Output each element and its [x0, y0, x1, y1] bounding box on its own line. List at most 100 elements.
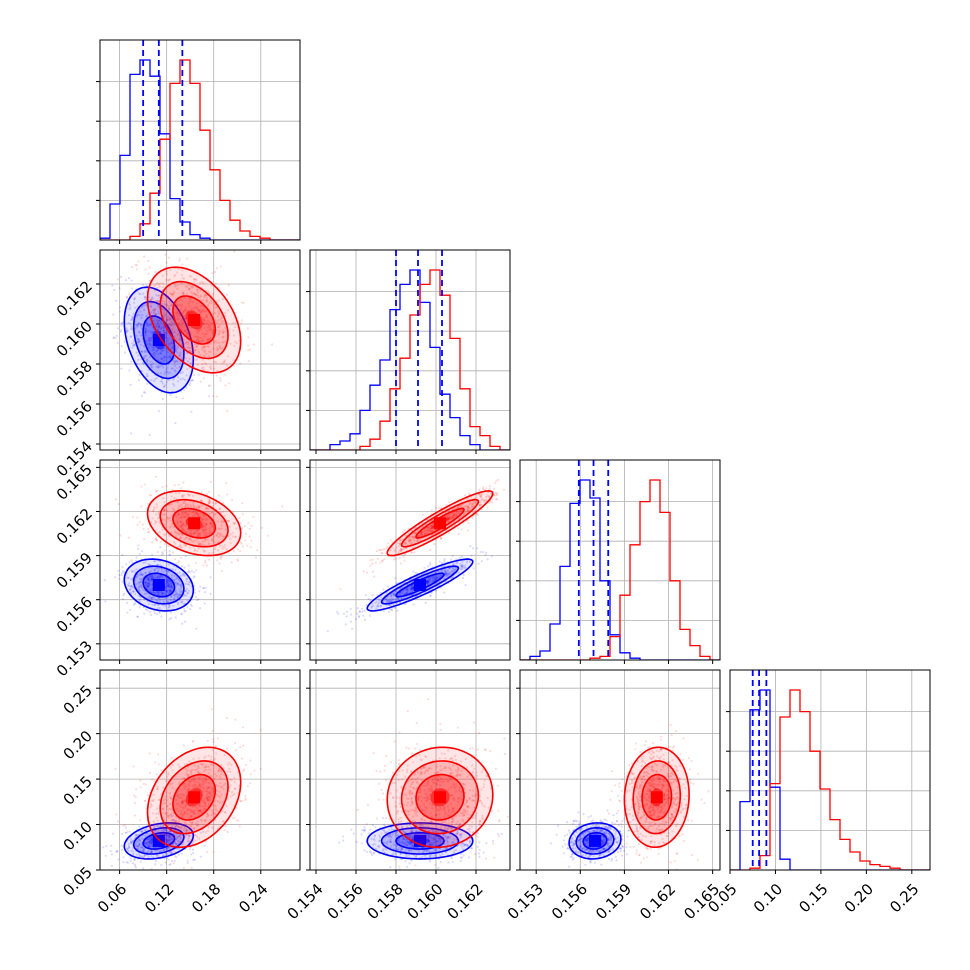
y-tick-label: 0.25	[60, 681, 96, 717]
x-tick-label: 0.153	[504, 880, 547, 923]
contour-b	[400, 760, 480, 835]
density-peak-b	[188, 517, 201, 530]
contour-b	[641, 773, 673, 821]
contour-a	[575, 826, 615, 855]
density-peak-b	[434, 517, 446, 530]
contour-b	[623, 746, 690, 848]
x-tick-label: 0.158	[364, 880, 407, 923]
panel-frame	[519, 669, 721, 871]
contour-b	[172, 295, 217, 345]
hist-panel-0	[96, 39, 301, 244]
contour-a	[582, 831, 608, 850]
contour-b	[159, 760, 229, 835]
panel-frame	[309, 669, 511, 871]
density-peak-b	[188, 314, 201, 326]
contour-a	[366, 558, 474, 612]
hist-series-a	[730, 689, 930, 870]
contour-b	[415, 773, 465, 821]
contour-b	[159, 498, 229, 548]
y-tick-label: 0.15	[60, 772, 96, 808]
density-peak-b	[650, 791, 663, 804]
contour-b	[172, 773, 217, 821]
pair-panel-2-1	[306, 459, 511, 664]
x-tick-label: 0.162	[444, 880, 487, 923]
contour-a	[395, 572, 445, 598]
x-tick-label: 0.12	[141, 880, 177, 916]
contour-b	[386, 490, 494, 557]
hist-panel-1	[306, 249, 511, 454]
contour-a	[568, 822, 622, 860]
x-tick-label: 0.156	[548, 880, 591, 923]
x-tick-label: 0.15	[795, 880, 831, 916]
density-peak-b	[188, 791, 201, 804]
hist-series-b	[310, 269, 510, 450]
y-tick-label: 0.10	[60, 818, 96, 854]
hist-panel-3	[726, 669, 931, 874]
panel-frame	[99, 249, 301, 451]
contour-a	[380, 565, 460, 605]
panel-frame	[99, 669, 301, 871]
y-tick-label: 0.156	[53, 397, 96, 440]
density-peak-a	[589, 834, 601, 847]
contour-b	[632, 760, 682, 835]
contour-a	[142, 572, 176, 598]
hist-series-b	[520, 479, 720, 660]
contour-a	[366, 822, 474, 860]
pair-panel-3-0	[96, 669, 301, 874]
contour-b	[172, 507, 217, 539]
x-tick-label: 0.25	[886, 880, 922, 916]
hist-panel-2	[516, 459, 721, 664]
x-tick-label: 0.18	[188, 880, 224, 916]
contour-a	[123, 822, 195, 860]
contour-a	[142, 315, 176, 365]
y-tick-label: 0.20	[60, 727, 96, 763]
contour-b	[159, 280, 229, 360]
contour-b	[400, 498, 480, 548]
contour-a	[132, 827, 185, 855]
hist-series-b	[730, 689, 930, 870]
y-tick-label: 0.159	[53, 549, 96, 592]
contour-a	[132, 300, 185, 380]
y-tick-label: 0.05	[60, 863, 96, 899]
contour-b	[146, 746, 242, 848]
x-tick-label: 0.159	[592, 880, 635, 923]
x-tick-label: 0.156	[324, 880, 367, 923]
contour-a	[132, 565, 185, 605]
contour-a	[123, 558, 195, 612]
density-peak-a	[152, 579, 165, 591]
density-peak-a	[152, 334, 165, 346]
density-peak-b	[434, 791, 446, 804]
y-tick-label: 0.160	[53, 317, 96, 360]
density-peak-a	[152, 834, 165, 847]
hist-series-a	[100, 59, 300, 240]
panel-frame	[309, 459, 511, 661]
contour-a	[380, 826, 460, 855]
pair-panel-3-2	[516, 669, 721, 874]
pair-panel-1-0	[96, 249, 301, 454]
pair-panel-2-0	[96, 459, 301, 664]
y-tick-label: 0.153	[53, 637, 96, 680]
x-tick-label: 0.160	[404, 880, 447, 923]
panel-frame	[99, 39, 301, 241]
contour-b	[146, 490, 242, 557]
contour-b	[415, 507, 465, 539]
x-tick-label: 0.162	[636, 880, 679, 923]
scatter-b	[356, 698, 509, 870]
contour-a	[123, 286, 195, 394]
x-tick-label: 0.06	[94, 880, 130, 916]
y-tick-label: 0.162	[53, 277, 96, 320]
scatter-b	[114, 708, 262, 870]
x-tick-label: 0.20	[841, 880, 877, 916]
x-tick-label: 0.10	[750, 880, 786, 916]
hist-series-a	[310, 269, 510, 450]
contour-b	[386, 746, 494, 848]
contour-b	[146, 266, 242, 374]
panel-frame	[729, 669, 931, 871]
hist-series-a	[520, 479, 720, 660]
panel-frame	[309, 249, 511, 451]
hist-series-b	[100, 59, 300, 240]
y-tick-label: 0.162	[53, 505, 96, 548]
density-peak-a	[414, 579, 426, 591]
x-tick-label: 0.154	[284, 880, 327, 923]
